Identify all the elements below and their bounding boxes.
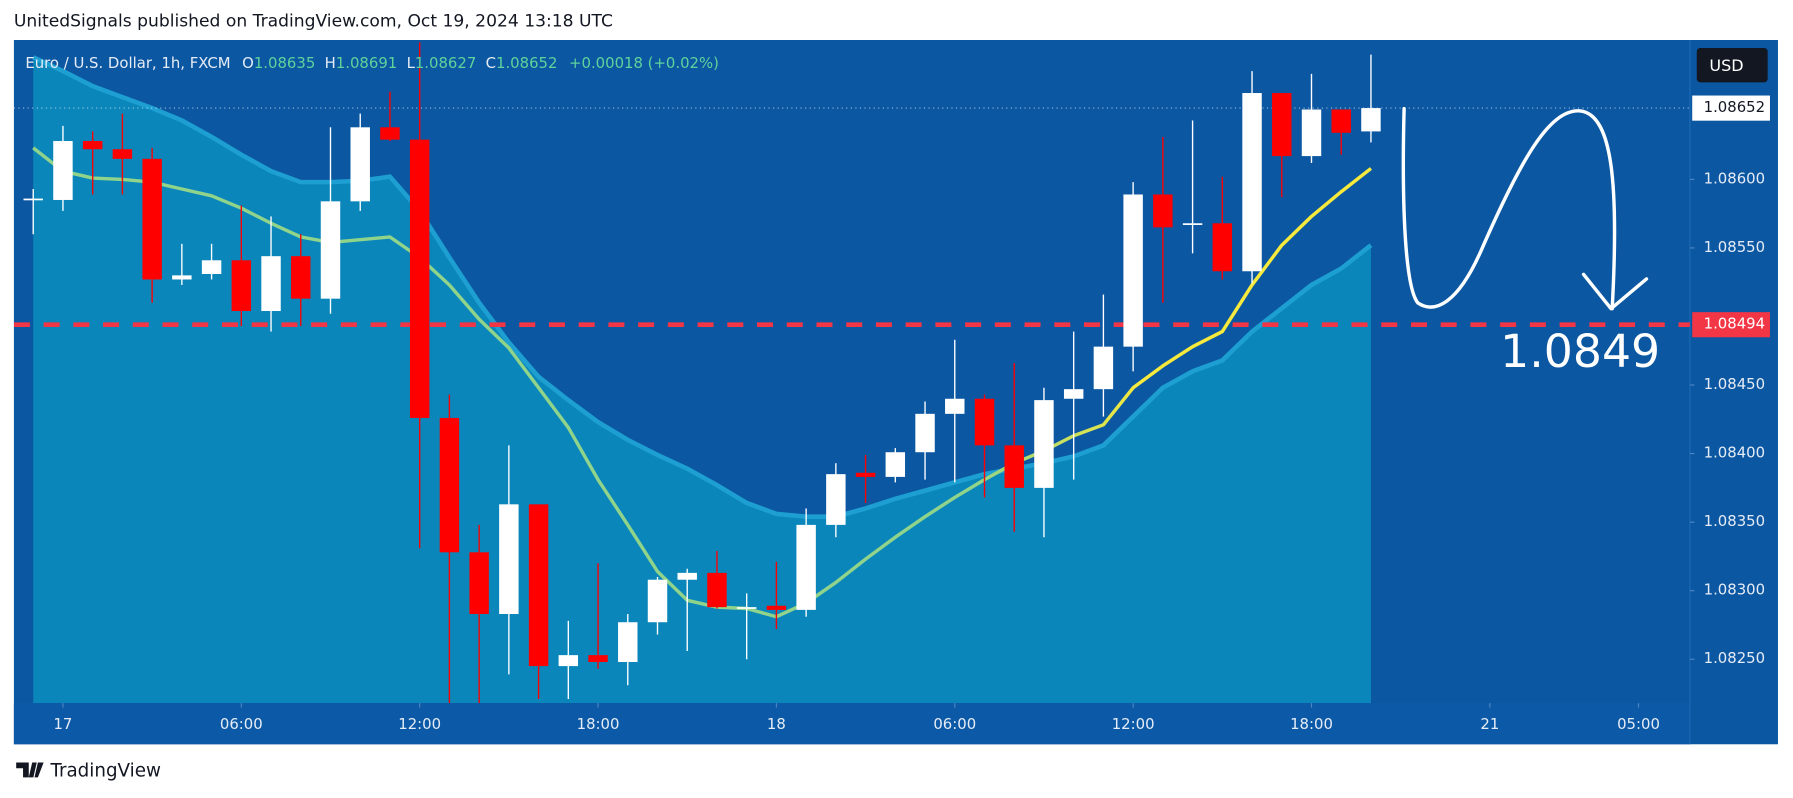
level-label: 1.08494 (1704, 315, 1765, 333)
candle-body (231, 260, 252, 312)
candle-body (618, 622, 638, 662)
candle-body (528, 504, 549, 667)
y-tick-label: 1.08350 (1704, 512, 1765, 530)
x-tick-label: 18:00 (1290, 715, 1333, 733)
candle-body (1093, 346, 1114, 390)
candle-body (1272, 93, 1292, 157)
y-tick-label: 1.08400 (1704, 444, 1765, 462)
candle-body (439, 417, 460, 553)
candle-body (1242, 93, 1262, 272)
candle-body (736, 607, 757, 609)
footer: TradingView (49, 761, 161, 782)
legend-label: C (486, 54, 496, 72)
x-tick-label: 06:00 (933, 715, 976, 733)
candle-body (469, 552, 489, 614)
y-tick-label: 1.08450 (1704, 375, 1765, 393)
candle-body (142, 158, 162, 280)
candle-body (1004, 445, 1024, 488)
candle-body (1182, 223, 1203, 225)
axes: 1.08250 1.08300 1.08350 1.08400 1.08450 1.085… (53, 95, 1770, 733)
candle-body (53, 141, 73, 200)
legend-change: +0.00018 (+0.02%) (569, 54, 719, 72)
candle-body (320, 201, 341, 299)
currency: USD (1709, 56, 1743, 75)
x-tick-label: 17 (53, 715, 72, 733)
candle-body (350, 127, 370, 202)
candle-body (826, 474, 846, 525)
legend-label: L (407, 54, 416, 72)
candle-body (974, 398, 995, 446)
last-price-label: 1.08652 (1704, 98, 1765, 116)
candle-body (1034, 400, 1054, 488)
drawn-arrow (1401, 106, 1649, 311)
currency-box (1696, 48, 1768, 83)
y-tick-label: 1.08600 (1704, 169, 1765, 187)
x-tick-label: 18 (767, 715, 786, 733)
last-price-box (1692, 95, 1770, 121)
band-line (32, 55, 1373, 519)
candle-body (1331, 109, 1351, 133)
y-tick-label: 1.08550 (1704, 238, 1765, 256)
x-tick-label: 12:00 (1112, 715, 1155, 733)
candle-body (1301, 109, 1322, 157)
candle-body (409, 139, 430, 418)
x-tick-label: 12:00 (398, 715, 441, 733)
candle-body (885, 452, 906, 477)
y-tick-label: 1.08250 (1704, 649, 1765, 667)
y-tick-label: 1.08300 (1704, 581, 1765, 599)
candle-body (945, 398, 965, 414)
plot (13, 42, 1690, 704)
level-box (1692, 312, 1770, 338)
candle-body (1361, 108, 1381, 132)
logo (16, 762, 44, 778)
candle-body (261, 256, 281, 312)
candle-body (1123, 194, 1143, 347)
legend-label: O (242, 54, 254, 72)
candle-body (201, 260, 222, 274)
candle-body (707, 572, 727, 608)
legend-symbol: Euro / U.S. Dollar, 1h, FXCM (25, 54, 230, 72)
band-area (33, 57, 1371, 704)
x-tick-label: 21 (1480, 715, 1499, 733)
candle-body (499, 504, 519, 614)
candle-body (558, 655, 579, 667)
annotation: 1.0849 (1500, 325, 1660, 378)
candle-body (1063, 389, 1084, 399)
legend: Euro / U.S. Dollar, 1h, FXCM O1.08635 H1… (25, 54, 719, 72)
time-axis (13, 703, 1690, 745)
legend-value: 1.08652 (496, 54, 557, 72)
candle-body (82, 141, 103, 150)
candle-body (291, 256, 311, 299)
legend-value: 1.08627 (415, 54, 476, 72)
candle-body (380, 127, 400, 140)
candle-body (647, 579, 668, 623)
candle-body (23, 198, 43, 201)
legend-label: H (325, 54, 336, 72)
candle-body (766, 605, 787, 610)
candle-body (1212, 223, 1233, 272)
candle-body (915, 413, 935, 453)
candle-body (588, 655, 608, 662)
candle-body (1153, 194, 1173, 228)
x-tick-label: 05:00 (1617, 715, 1660, 733)
candle-body (172, 275, 192, 280)
x-tick-label: 18:00 (577, 715, 620, 733)
x-tick-label: 06:00 (220, 715, 263, 733)
candle-body (796, 524, 816, 610)
legend-value: 1.08635 (254, 54, 315, 72)
candle-body (855, 472, 876, 477)
candle-body (112, 149, 133, 159)
candle-body (677, 572, 697, 580)
legend-value: 1.08691 (336, 54, 397, 72)
moving-average (32, 146, 1373, 619)
header: UnitedSignals published on TradingView.c… (14, 12, 613, 32)
